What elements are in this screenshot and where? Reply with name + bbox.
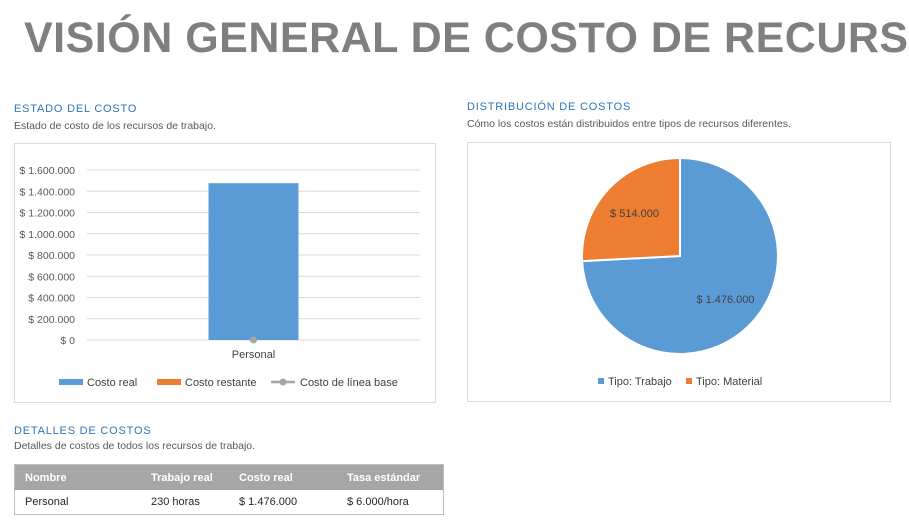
baseline-point [250,336,257,344]
legend-swatch [59,379,83,385]
pie-data-label: $ 1.476.000 [696,294,754,306]
cell-trabajo-real: 230 horas [151,496,200,508]
cost-distribution-chart: $ 1.476.000 $ 514.000 Tipo: Trabajo Tipo: M… [581,156,779,388]
column-header-tasa-estandar[interactable]: Tasa estándar [337,464,444,490]
bar-costo-real [208,183,299,340]
table-header-row: Nombre Trabajo real Costo real Tasa está… [14,464,444,490]
y-tick-label: $ 800.000 [28,250,75,262]
cost-status-title: ESTADO DEL COSTO [14,103,138,115]
legend-label: Costo restante [185,377,257,389]
cost-distribution-chart-panel[interactable]: $ 1.476.000 $ 514.000 Tipo: Trabajo Tipo: M… [467,142,891,402]
cell-nombre: Personal [25,496,69,508]
y-tick-label: $ 1.400.000 [20,186,76,198]
legend-label: Tipo: Material [696,376,762,388]
cost-status-subtitle: Estado de costo de los recursos de traba… [14,120,216,132]
y-tick-label: $ 1.200.000 [20,208,76,220]
y-tick-label: $ 200.000 [28,314,75,326]
y-tick-label: $ 0 [60,335,75,347]
column-header-nombre[interactable]: Nombre [14,464,141,490]
legend-label: Tipo: Trabajo [608,376,672,388]
page-title: VISIÓN GENERAL DE COSTO DE RECURSOS [24,14,909,62]
legend-marker [279,378,287,386]
column-header-costo-real[interactable]: Costo real [229,464,337,490]
legend-label: Costo de línea base [300,377,398,389]
cost-distribution-title: DISTRIBUCIÓN DE COSTOS [467,101,632,113]
x-category-label: Personal [232,349,275,361]
cost-details-table: Nombre Trabajo real Costo real Tasa está… [14,464,444,515]
y-tick-label: $ 400.000 [28,293,75,305]
cell-costo-real: $ 1.476.000 [239,496,298,508]
legend-swatch [157,379,181,385]
y-tick-label: $ 1.600.000 [20,165,76,177]
cost-details-subtitle: Detalles de costos de todos los recursos… [14,440,256,452]
cost-status-chart-panel[interactable]: $ 0 $ 200.000 $ 400.000 $ 600.000 $ 800.000 $… [14,143,436,403]
y-tick-label: $ 600.000 [28,271,75,283]
cost-distribution-subtitle: Cómo los costos están distribuidos entre… [467,118,791,130]
legend-swatch [686,378,692,384]
legend-swatch [598,378,604,384]
pie-data-label: $ 514.000 [610,208,659,220]
pie-slice-tipo-material [581,156,681,263]
column-header-trabajo-real[interactable]: Trabajo real [141,464,229,490]
y-tick-label: $ 1.000.000 [20,229,76,241]
legend-label: Costo real [87,377,137,389]
table-row[interactable]: Personal 230 horas $ 1.476.000 $ 6.000/h… [15,490,444,515]
cost-details-title: DETALLES DE COSTOS [14,425,152,437]
cell-tasa-estandar: $ 6.000/hora [347,496,409,508]
cost-status-chart: $ 0 $ 200.000 $ 400.000 $ 600.000 $ 800.000 $… [20,165,420,389]
